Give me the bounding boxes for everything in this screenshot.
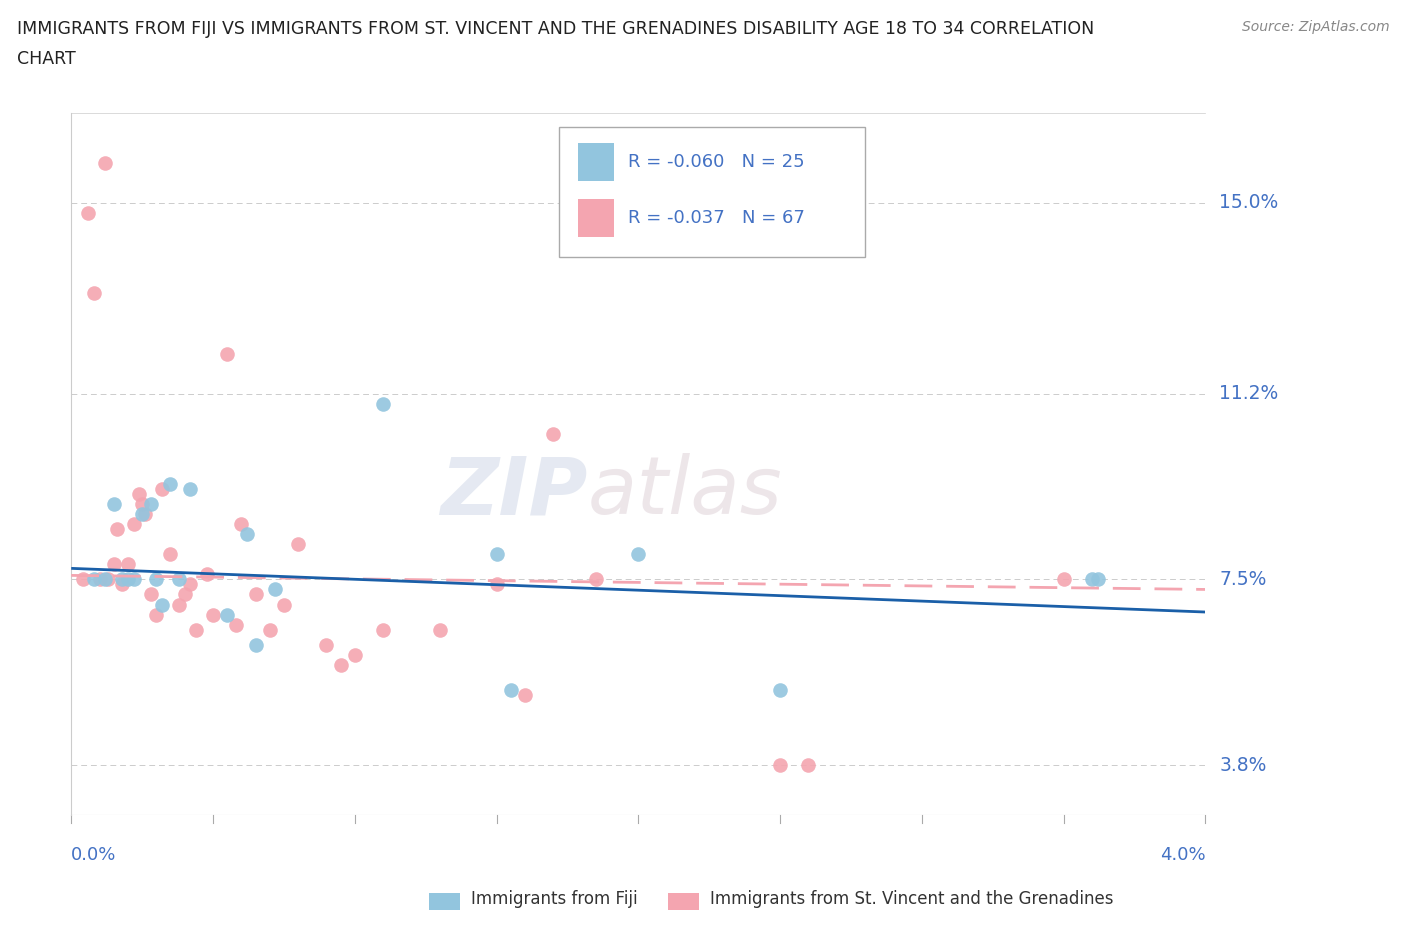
Point (217, 607, 239, 622)
Point (105, 522, 128, 537)
Text: 11.2%: 11.2% (1219, 384, 1278, 404)
Point (195, 567, 218, 582)
Point (315, 637, 337, 652)
Text: Immigrants from Fiji: Immigrants from Fiji (471, 890, 638, 909)
Point (201, 607, 224, 622)
Point (72, 572, 94, 587)
Point (259, 622, 281, 637)
Point (103, 557, 125, 572)
Point (145, 607, 167, 622)
Point (131, 507, 153, 522)
Text: 15.0%: 15.0% (1219, 193, 1278, 212)
Point (513, 687, 536, 702)
Point (1052, 572, 1074, 587)
Text: 0.0%: 0.0% (72, 846, 117, 864)
Text: R = -0.060   N = 25: R = -0.060 N = 25 (628, 153, 804, 171)
Point (103, 497, 125, 512)
FancyBboxPatch shape (578, 142, 614, 181)
Text: R = -0.037   N = 67: R = -0.037 N = 67 (628, 209, 806, 227)
Point (371, 622, 394, 637)
Point (159, 547, 181, 562)
Point (627, 547, 650, 562)
Point (122, 572, 145, 587)
Point (245, 637, 267, 652)
Point (173, 587, 195, 602)
FancyBboxPatch shape (578, 199, 614, 237)
FancyBboxPatch shape (560, 126, 865, 257)
Point (797, 758, 820, 773)
Point (83, 572, 105, 587)
Point (225, 618, 247, 632)
Point (769, 758, 792, 773)
Point (122, 517, 145, 532)
Point (184, 622, 207, 637)
Point (134, 507, 156, 522)
Text: 4.0%: 4.0% (1160, 846, 1205, 864)
Point (128, 486, 150, 501)
Text: Immigrants from St. Vincent and the Grenadines: Immigrants from St. Vincent and the Gren… (710, 890, 1114, 909)
Point (111, 577, 134, 591)
Point (159, 476, 181, 491)
Point (429, 622, 451, 637)
Point (499, 683, 522, 698)
Point (89, 572, 111, 587)
Point (179, 577, 201, 591)
Point (264, 582, 287, 597)
Point (131, 497, 153, 512)
Point (117, 557, 139, 572)
Y-axis label: Disability Age 18 to 34: Disability Age 18 to 34 (0, 373, 7, 555)
Point (329, 658, 352, 672)
Point (769, 683, 792, 698)
Point (117, 572, 139, 587)
Point (273, 597, 295, 612)
Point (94, 572, 117, 587)
Point (231, 517, 253, 532)
Text: 7.5%: 7.5% (1219, 570, 1267, 589)
Point (179, 482, 201, 497)
Point (217, 346, 239, 361)
Text: Source: ZipAtlas.com: Source: ZipAtlas.com (1241, 20, 1389, 34)
Point (150, 597, 173, 612)
Point (83, 286, 105, 300)
Text: ZIP: ZIP (440, 453, 588, 531)
Point (371, 396, 394, 411)
Point (150, 482, 173, 497)
Point (1081, 572, 1104, 587)
Point (485, 547, 508, 562)
Text: atlas: atlas (588, 453, 782, 531)
Point (343, 647, 366, 662)
Point (1087, 572, 1109, 587)
Point (585, 572, 607, 587)
Text: CHART: CHART (17, 50, 76, 68)
Point (139, 587, 162, 602)
Point (94, 155, 117, 170)
Point (111, 572, 134, 587)
Point (245, 587, 267, 602)
Point (287, 537, 309, 551)
Point (167, 597, 190, 612)
Text: 3.8%: 3.8% (1219, 755, 1267, 775)
Point (77, 206, 100, 220)
Point (541, 427, 564, 442)
Point (167, 572, 190, 587)
Point (236, 526, 259, 541)
Point (145, 572, 167, 587)
Point (485, 577, 508, 591)
Point (97, 572, 120, 587)
Text: IMMIGRANTS FROM FIJI VS IMMIGRANTS FROM ST. VINCENT AND THE GRENADINES DISABILIT: IMMIGRANTS FROM FIJI VS IMMIGRANTS FROM … (17, 20, 1094, 38)
Point (139, 497, 162, 512)
